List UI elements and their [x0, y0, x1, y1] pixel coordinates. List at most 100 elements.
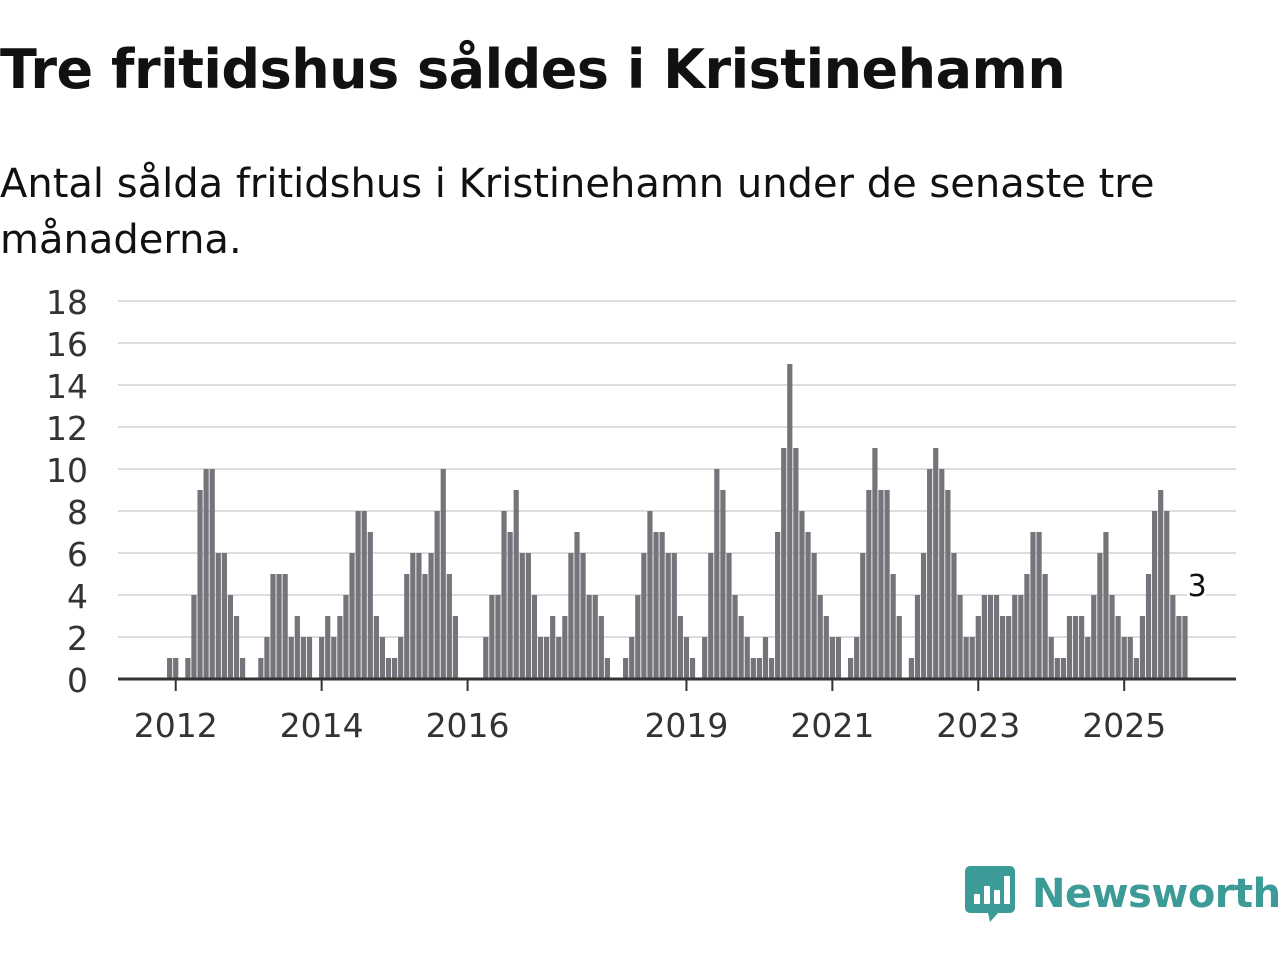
- bar: [659, 532, 665, 679]
- bar: [708, 553, 714, 679]
- bar: [306, 637, 313, 679]
- bar: [908, 658, 914, 679]
- bar: [1048, 637, 1054, 679]
- bar: [1012, 595, 1018, 679]
- bar: [933, 448, 939, 679]
- bar: [325, 616, 331, 679]
- bar: [373, 616, 379, 679]
- bar: [501, 511, 507, 679]
- bar: [1097, 553, 1103, 679]
- bar: [714, 469, 720, 679]
- bar: [1054, 658, 1060, 679]
- bar: [422, 574, 428, 679]
- bar: [167, 658, 173, 679]
- bar: [416, 553, 422, 679]
- bar: [1091, 595, 1097, 679]
- x-tick-label: 2021: [790, 706, 874, 745]
- bar: [483, 637, 489, 679]
- bar: [1121, 637, 1127, 679]
- bar: [1006, 616, 1012, 679]
- bar: [987, 595, 994, 679]
- bar: [781, 448, 787, 679]
- bar: [440, 469, 446, 679]
- bar: [294, 616, 300, 679]
- bar: [300, 637, 306, 679]
- bar: [446, 574, 452, 679]
- bar: [270, 574, 276, 679]
- bar: [489, 595, 495, 679]
- bar: [775, 532, 781, 679]
- bar: [1164, 511, 1170, 679]
- bar: [1115, 616, 1121, 679]
- bar: [726, 553, 732, 679]
- bar: [410, 553, 416, 679]
- bar: [592, 595, 598, 679]
- bar: [1060, 658, 1066, 679]
- bar: [276, 574, 282, 679]
- x-tick-label: 2014: [280, 706, 364, 745]
- bar: [495, 595, 501, 679]
- y-tick-label: 18: [46, 283, 88, 322]
- bar: [939, 469, 945, 679]
- brand-name: Newsworthy: [1032, 871, 1280, 917]
- bar: [957, 595, 963, 679]
- bar: [525, 553, 531, 679]
- bar: [392, 658, 398, 679]
- bar: [1158, 490, 1164, 679]
- y-tick-label: 2: [67, 619, 88, 658]
- bar: [398, 637, 404, 679]
- y-tick-label: 8: [67, 493, 88, 532]
- bar: [848, 658, 854, 679]
- bar: [689, 658, 696, 679]
- bar: [519, 553, 525, 679]
- bar: [221, 553, 227, 679]
- bar: [288, 637, 294, 679]
- x-tick-label: 2025: [1082, 706, 1166, 745]
- bar: [665, 553, 671, 679]
- bar: [598, 616, 604, 679]
- bar: [428, 553, 434, 679]
- bar: [556, 637, 562, 679]
- bar: [823, 616, 829, 679]
- bar: [1176, 616, 1182, 679]
- bar: [975, 616, 981, 679]
- bar: [282, 574, 288, 679]
- bar: [507, 532, 513, 679]
- bar: [361, 511, 367, 679]
- bar: [574, 532, 580, 679]
- bar: [513, 490, 519, 679]
- bar: [805, 532, 811, 679]
- x-tick-label: 2016: [426, 706, 510, 745]
- bar: [653, 532, 659, 679]
- x-tick-label: 2023: [936, 706, 1020, 745]
- bar: [896, 616, 902, 679]
- bar: [209, 469, 215, 679]
- bar: [1170, 595, 1176, 679]
- bar: [343, 595, 349, 679]
- bar: [1042, 574, 1048, 679]
- bar: [945, 490, 951, 679]
- gridlines: [118, 300, 1236, 638]
- chart-subtitle: Antal sålda fritidshus i Kristinehamn un…: [0, 161, 1155, 263]
- bar: [993, 595, 1000, 679]
- bar: [568, 553, 574, 679]
- bar: [1152, 511, 1158, 679]
- bar: [1182, 616, 1188, 679]
- bar: [452, 616, 458, 679]
- bar: [860, 553, 866, 679]
- bar: [835, 637, 842, 679]
- bar: [927, 469, 933, 679]
- bar: [787, 364, 793, 679]
- x-axis: 2012 2014 2016 2019 2021 2023 2025: [118, 677, 1236, 745]
- bar: [817, 595, 823, 679]
- bar: [319, 637, 325, 679]
- bar: [1139, 616, 1146, 679]
- bar: [1036, 532, 1042, 679]
- bar: [1079, 616, 1085, 679]
- bar: [720, 490, 726, 679]
- bar: [629, 637, 635, 679]
- bar: [434, 511, 440, 679]
- data-label: 3: [1188, 569, 1207, 604]
- bar: [677, 616, 683, 679]
- bar: [732, 595, 738, 679]
